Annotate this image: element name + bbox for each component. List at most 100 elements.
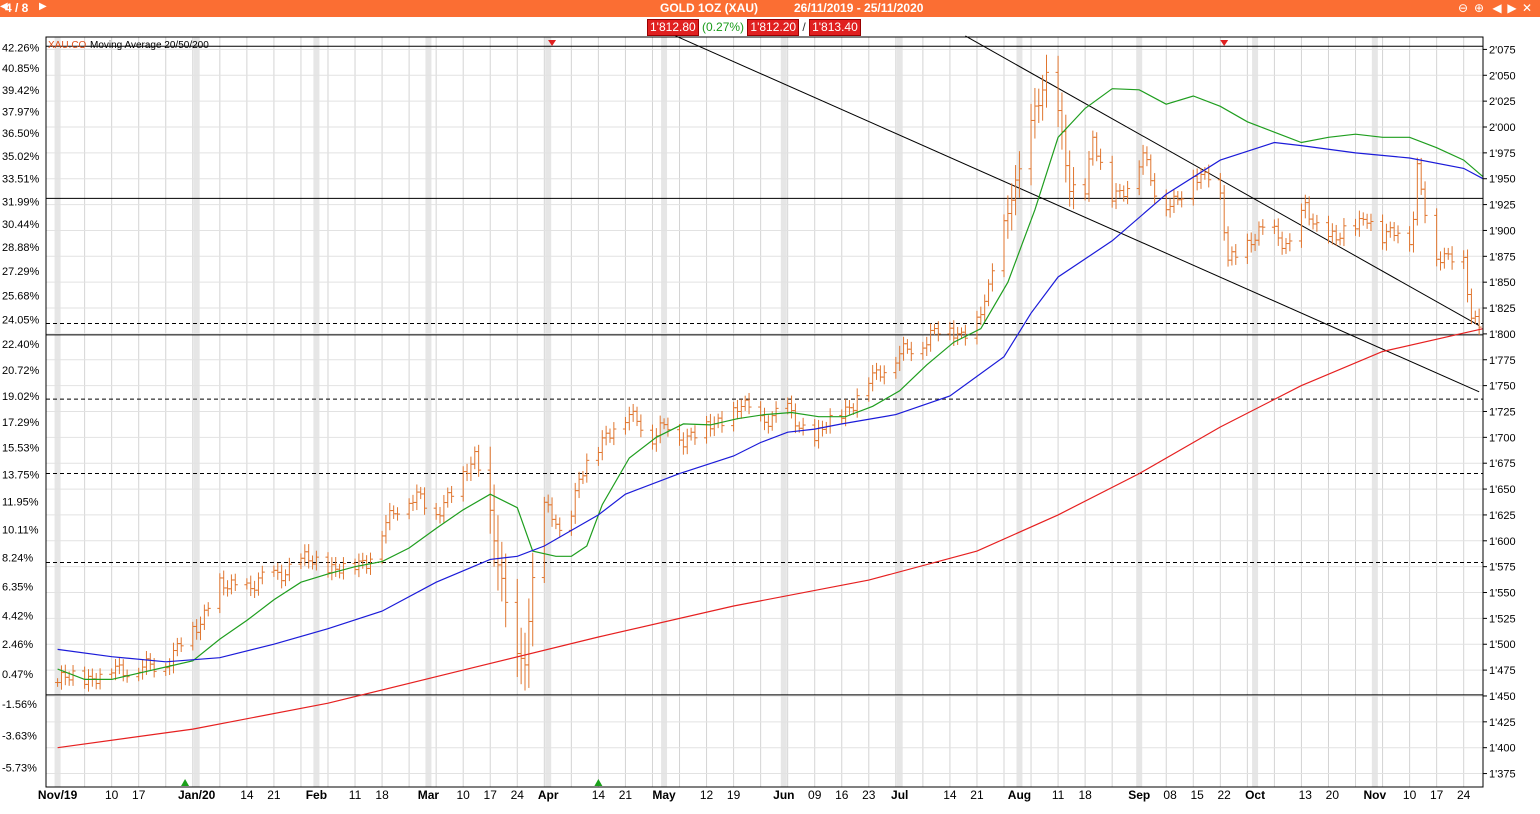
x-tick-label: 10 (457, 788, 471, 802)
y-left-tick-label: 19.02% (2, 391, 40, 403)
ma-200-line (57, 328, 1484, 749)
y-right-tick-label: 1'400 (1489, 743, 1516, 755)
x-tick-label: 19 (727, 788, 741, 802)
x-tick-label: 14 (240, 788, 254, 802)
x-tick-label: 10 (105, 788, 119, 802)
zoom-in-icon[interactable]: ⊕ (1473, 1, 1485, 15)
y-right-tick-label: 2'050 (1489, 70, 1516, 82)
legend-symbol: XAU.CO (48, 40, 87, 51)
y-left-tick-label: 40.85% (2, 63, 40, 75)
scroll-right-icon[interactable]: ▶ (1507, 1, 1517, 15)
y-left-tick-label: 27.29% (2, 266, 40, 278)
month-band (425, 37, 432, 787)
month-band (1371, 37, 1378, 787)
x-tick-label: Apr (538, 788, 559, 802)
quote-row: 1'812.80 (0.27%) 1'812.20 / 1'813.40 (647, 19, 861, 36)
y-left-tick-label: 25.68% (2, 291, 40, 303)
x-tick-label: 22 (1218, 788, 1232, 802)
y-left-tick-label: 20.72% (2, 365, 40, 377)
x-tick-label: 10 (1403, 788, 1417, 802)
month-band (54, 37, 61, 787)
ma-20-line (57, 88, 1484, 681)
month-band (780, 37, 787, 787)
x-tick-label: 11 (1052, 788, 1065, 802)
x-tick-label: Aug (1008, 788, 1031, 802)
y-left-tick-label: 35.02% (2, 151, 40, 163)
y-left-tick-label: 28.88% (2, 242, 40, 254)
x-tick-label: 13 (1299, 788, 1313, 802)
y-right-tick-label: 1'850 (1489, 277, 1516, 289)
y-left-tick-label: 42.26% (2, 42, 40, 54)
y-right-tick-label: 1'600 (1489, 536, 1516, 548)
y-right-tick-label: 1'825 (1489, 303, 1516, 315)
month-band (1252, 37, 1259, 787)
x-tick-label: 14 (943, 788, 957, 802)
y-left-tick-label: 13.75% (2, 470, 40, 482)
y-right-tick-label: 1'425 (1489, 717, 1516, 729)
month-band (896, 37, 903, 787)
y-left-tick-label: 36.50% (2, 128, 40, 140)
scroll-left-icon[interactable]: ◀ (1492, 1, 1502, 15)
plot-frame (45, 36, 1484, 788)
y-left-tick-label: -3.63% (2, 730, 37, 742)
y-right-tick-label: 1'900 (1489, 225, 1516, 237)
x-tick-label: Oct (1245, 788, 1265, 802)
y-left-tick-label: 2.46% (2, 639, 33, 651)
zoom-out-icon[interactable]: ⊖ (1457, 1, 1469, 15)
y-left-tick-label: -1.56% (2, 699, 37, 711)
y-right-tick-label: 1'475 (1489, 665, 1516, 677)
month-band (661, 37, 668, 787)
y-right-tick-label: 1'550 (1489, 588, 1516, 600)
y-right-tick-label: 1'625 (1489, 510, 1516, 522)
y-right-tick-label: 1'925 (1489, 200, 1516, 212)
y-right-tick-label: 1'875 (1489, 251, 1516, 263)
buy-signal-icon (594, 779, 603, 786)
x-tick-label: Nov/19 (38, 788, 78, 802)
x-tick-label: 18 (1078, 788, 1092, 802)
y-left-tick-label: 10.11% (2, 524, 39, 536)
y-left-tick-label: 17.29% (2, 417, 40, 429)
x-tick-label: 15 (1190, 788, 1204, 802)
x-tick-label: Feb (306, 788, 327, 802)
month-band (313, 37, 320, 787)
x-tick-label: Mar (418, 788, 440, 802)
month-band (1136, 37, 1143, 787)
y-left-tick-label: 6.35% (2, 581, 33, 593)
y-right-tick-label: 1'375 (1489, 769, 1516, 781)
y-right-tick-label: 1'725 (1489, 406, 1516, 418)
trendline (965, 35, 1480, 327)
y-left-tick-label: 33.51% (2, 174, 40, 186)
y-right-tick-label: 1'450 (1489, 691, 1516, 703)
quote-separator: / (802, 20, 806, 34)
y-right-tick-label: 1'675 (1489, 458, 1516, 470)
ma-50-line (57, 141, 1484, 663)
y-right-tick-label: 1'800 (1489, 329, 1516, 341)
y-right-tick-label: 1'650 (1489, 484, 1516, 496)
close-icon[interactable]: ✕ (1521, 1, 1533, 15)
month-band (545, 37, 552, 787)
y-left-tick-label: 8.24% (2, 552, 33, 564)
trendline (675, 35, 1480, 393)
page-prev-icon[interactable]: ◀ (0, 1, 8, 12)
y-right-tick-label: 1'525 (1489, 613, 1516, 625)
sell-signal-icon (1220, 40, 1229, 46)
x-tick-label: 24 (511, 788, 525, 802)
x-tick-label: 16 (835, 788, 849, 802)
y-right-tick-label: 1'700 (1489, 432, 1516, 444)
y-left-tick-label: 15.53% (2, 443, 40, 455)
y-right-tick-label: 1'500 (1489, 639, 1516, 651)
moving-averages (57, 88, 1484, 749)
x-tick-label: 12 (700, 788, 714, 802)
x-tick-label: 17 (1430, 788, 1444, 802)
y-right-tick-label: 2'000 (1489, 122, 1516, 134)
x-tick-label: 23 (862, 788, 876, 802)
y-right-tick-label: 2'025 (1489, 96, 1516, 108)
x-tick-label: 09 (808, 788, 822, 802)
page-next-icon[interactable]: ▶ (39, 1, 47, 12)
ask-price: 1'813.40 (809, 19, 861, 36)
x-tick-label: 21 (619, 788, 633, 802)
x-tick-label: Nov (1364, 788, 1387, 802)
y-left-tick-label: 11.95% (2, 496, 39, 508)
last-price: 1'812.80 (647, 19, 699, 36)
